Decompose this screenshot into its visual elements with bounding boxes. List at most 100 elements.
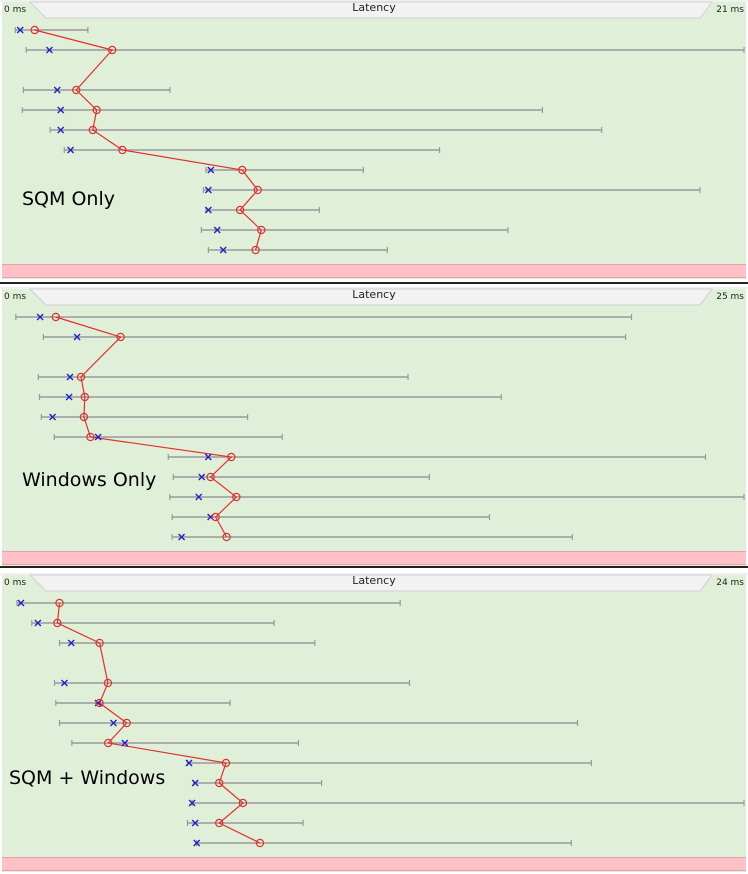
median-marker [57, 126, 65, 134]
mean-marker [235, 205, 245, 215]
median-cross-b [213, 226, 221, 234]
mean-marker [122, 718, 131, 728]
median-marker [53, 86, 61, 94]
axis-max-label: 21 ms [716, 5, 744, 15]
panel-divider [0, 566, 748, 568]
panel-header: 0 ms Latency 25 ms [0, 287, 748, 307]
median-cross-b [193, 839, 201, 847]
median-marker [45, 46, 53, 54]
median-marker [36, 313, 44, 321]
median-marker [193, 839, 201, 847]
mean-marker [116, 332, 125, 342]
median-marker [17, 599, 25, 607]
median-marker [188, 799, 196, 807]
mean-marker [251, 245, 260, 255]
mean-marker [253, 185, 262, 195]
panel-name-label: Windows Only [22, 469, 157, 491]
chart-title: Latency [352, 574, 396, 587]
median-marker [191, 779, 199, 787]
chart-title: Latency [352, 288, 396, 301]
median-marker [198, 473, 206, 481]
median-marker [204, 206, 212, 214]
median-cross-b [57, 106, 65, 114]
median-cross-b [49, 413, 57, 421]
range-lines [15, 314, 745, 540]
median-cross-b [67, 146, 75, 154]
median-cross-b [188, 799, 196, 807]
mean-marker [53, 618, 62, 628]
range-plot [16, 598, 745, 848]
median-cross-b [191, 819, 199, 827]
header-tab-shape [0, 287, 748, 306]
axis-max-label: 25 ms [716, 292, 744, 302]
median-marker [73, 333, 81, 341]
median-marker [219, 246, 227, 254]
panel-header: 0 ms Latency 24 ms [0, 573, 748, 593]
median-marker [121, 739, 129, 747]
median-marker [67, 639, 75, 647]
median-marker [66, 373, 74, 381]
median-marker [195, 493, 203, 501]
mean-marker [51, 312, 61, 322]
range-plot [14, 25, 745, 255]
median-cross-b [109, 719, 117, 727]
mean-marker [257, 225, 266, 235]
mean-marker [238, 165, 247, 175]
range-plot [15, 312, 745, 542]
mean-marker [88, 125, 98, 135]
mean-marker [76, 372, 86, 382]
median-marker [65, 393, 73, 401]
median-cross-b [195, 493, 203, 501]
median-marker [204, 453, 212, 461]
median-cross-b [45, 46, 53, 54]
median-marker [94, 433, 102, 441]
median-marker [60, 679, 68, 687]
mean-marker [206, 472, 215, 482]
median-cross-b [60, 679, 68, 687]
mean-marker [104, 738, 113, 748]
median-cross-b [34, 619, 42, 627]
mean-line [56, 602, 261, 844]
mean-marker [211, 512, 220, 522]
footer-bar [2, 857, 746, 871]
mean-marker [118, 145, 127, 155]
mean-marker [79, 412, 89, 422]
median-cross-b [204, 453, 212, 461]
median-cross-b [204, 206, 212, 214]
median-cross-b [66, 373, 74, 381]
median-marker [207, 166, 215, 174]
mean-markers [53, 598, 265, 848]
median-markers [16, 26, 227, 254]
median-marker [49, 413, 57, 421]
median-markers [36, 313, 215, 541]
median-marker [57, 106, 65, 114]
median-cross-b [121, 739, 129, 747]
latency-panel-windows-only: 0 ms Latency 25 ms Windows Only [0, 287, 748, 570]
median-marker [34, 619, 42, 627]
median-cross-b [36, 313, 44, 321]
median-cross-b [73, 333, 81, 341]
median-marker [191, 819, 199, 827]
latency-panel-sqm-windows: 0 ms Latency 24 ms SQM + Windows [0, 573, 748, 874]
median-marker [16, 26, 24, 34]
median-cross-b [207, 166, 215, 174]
plot-area [2, 2, 746, 279]
median-marker [67, 146, 75, 154]
median-cross-b [57, 126, 65, 134]
mean-markers [30, 25, 266, 255]
median-cross-b [17, 599, 25, 607]
panel-divider [0, 282, 748, 284]
axis-max-label: 24 ms [716, 578, 744, 588]
footer-bar [2, 551, 746, 565]
mean-marker [107, 45, 117, 55]
median-cross-b [53, 86, 61, 94]
mean-marker [80, 392, 90, 402]
mean-marker [215, 778, 224, 788]
median-cross-b [191, 779, 199, 787]
mean-marker [30, 25, 39, 35]
median-cross-b [67, 639, 75, 647]
chart-title: Latency [352, 1, 396, 14]
mean-marker [232, 492, 241, 502]
mean-line [34, 29, 262, 251]
mean-marker [221, 758, 231, 768]
